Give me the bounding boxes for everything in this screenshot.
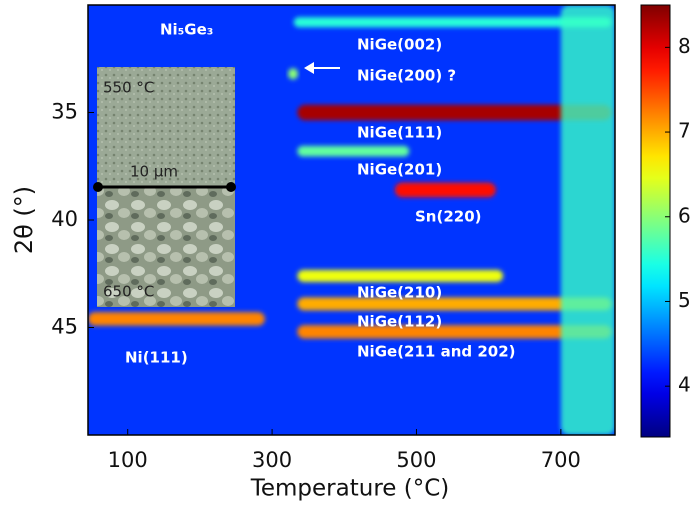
x-tick-label: 500 xyxy=(396,448,436,472)
colorbar-tick-label: 6 xyxy=(678,203,691,227)
chart: 550 °C 10 μm 650 °C 2θ (°) Temperature (… xyxy=(0,0,694,509)
y-tick-label: 40 xyxy=(51,207,78,231)
y-axis-label: 2θ (°) xyxy=(10,186,38,254)
x-axis-label: Temperature (°C) xyxy=(250,476,450,502)
x-tick-label: 700 xyxy=(541,448,581,472)
annotation: NiGe(200) ? xyxy=(357,67,456,85)
inset-micrograph: 550 °C 10 μm 650 °C xyxy=(93,67,236,307)
streak xyxy=(88,312,265,325)
y-tick-label: 35 xyxy=(51,100,78,124)
annotation: NiGe(111) xyxy=(357,124,442,142)
colorbar-tick-label: 4 xyxy=(678,373,691,397)
streak xyxy=(288,68,298,79)
colorbar-tick-label: 8 xyxy=(678,34,691,58)
streak xyxy=(561,5,615,435)
annotation: NiGe(201) xyxy=(357,161,442,179)
inset-label: 650 °C xyxy=(103,283,154,301)
scale-bar-end xyxy=(226,182,236,192)
scale-bar-end xyxy=(93,182,103,192)
colorbar-tick-label: 7 xyxy=(678,119,691,143)
annotation: NiGe(211 and 202) xyxy=(357,343,516,361)
annotation: Sn(220) xyxy=(415,208,482,226)
annotation: Ni₅Ge₃ xyxy=(160,21,213,39)
colorbar xyxy=(641,5,670,437)
x-tick-label: 100 xyxy=(108,448,148,472)
y-tick-label: 45 xyxy=(51,315,78,339)
annotation: NiGe(112) xyxy=(357,313,442,331)
scale-bar-label: 10 μm xyxy=(130,163,178,181)
streak xyxy=(297,270,503,282)
inset-label: 550 °C xyxy=(103,79,154,97)
annotation: NiGe(210) xyxy=(357,284,442,302)
streak xyxy=(395,183,496,198)
annotation: NiGe(002) xyxy=(357,36,442,54)
annotation: Ni(111) xyxy=(125,349,188,367)
x-tick-label: 300 xyxy=(252,448,292,472)
streak xyxy=(297,146,409,157)
colorbar-tick-label: 5 xyxy=(678,288,691,312)
